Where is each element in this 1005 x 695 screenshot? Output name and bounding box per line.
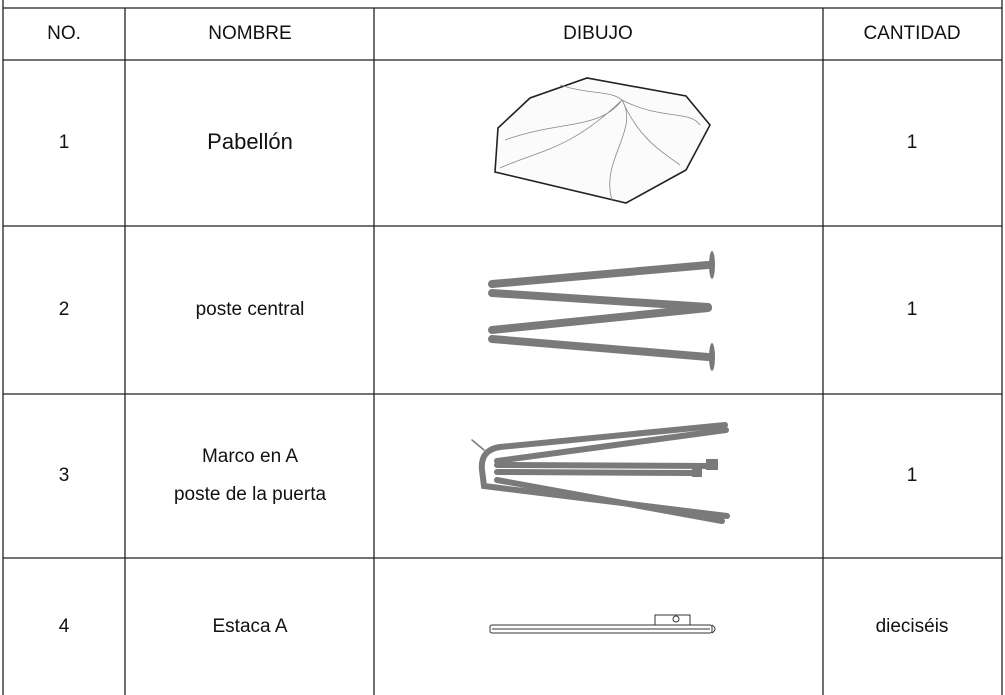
row-number: 1	[59, 132, 70, 153]
row-number: 3	[59, 465, 70, 486]
row-number: 4	[59, 616, 70, 637]
stake-drawing	[489, 614, 716, 634]
a-frame-drawing	[471, 422, 730, 524]
header-cell: CANTIDAD	[863, 23, 960, 44]
quantity: dieciséis	[876, 616, 949, 637]
header-cell: DIBUJO	[563, 23, 633, 44]
part-name: poste de la puerta	[174, 484, 327, 505]
part-name: poste central	[196, 299, 305, 320]
header-cell: NO.	[47, 23, 81, 44]
canopy-drawing	[494, 77, 711, 204]
table-text: NO. NOMBRE DIBUJO CANTIDAD 1 Pabellón 1 2 poste …	[47, 23, 960, 637]
center-pole-drawing	[488, 251, 715, 371]
quantity: 1	[907, 465, 918, 486]
part-name: Estaca A	[213, 616, 288, 637]
header-cell: NOMBRE	[208, 23, 291, 44]
part-name: Marco en A	[202, 446, 298, 467]
part-name: Pabellón	[207, 129, 293, 154]
row-number: 2	[59, 299, 70, 320]
quantity: 1	[907, 132, 918, 153]
quantity: 1	[907, 299, 918, 320]
